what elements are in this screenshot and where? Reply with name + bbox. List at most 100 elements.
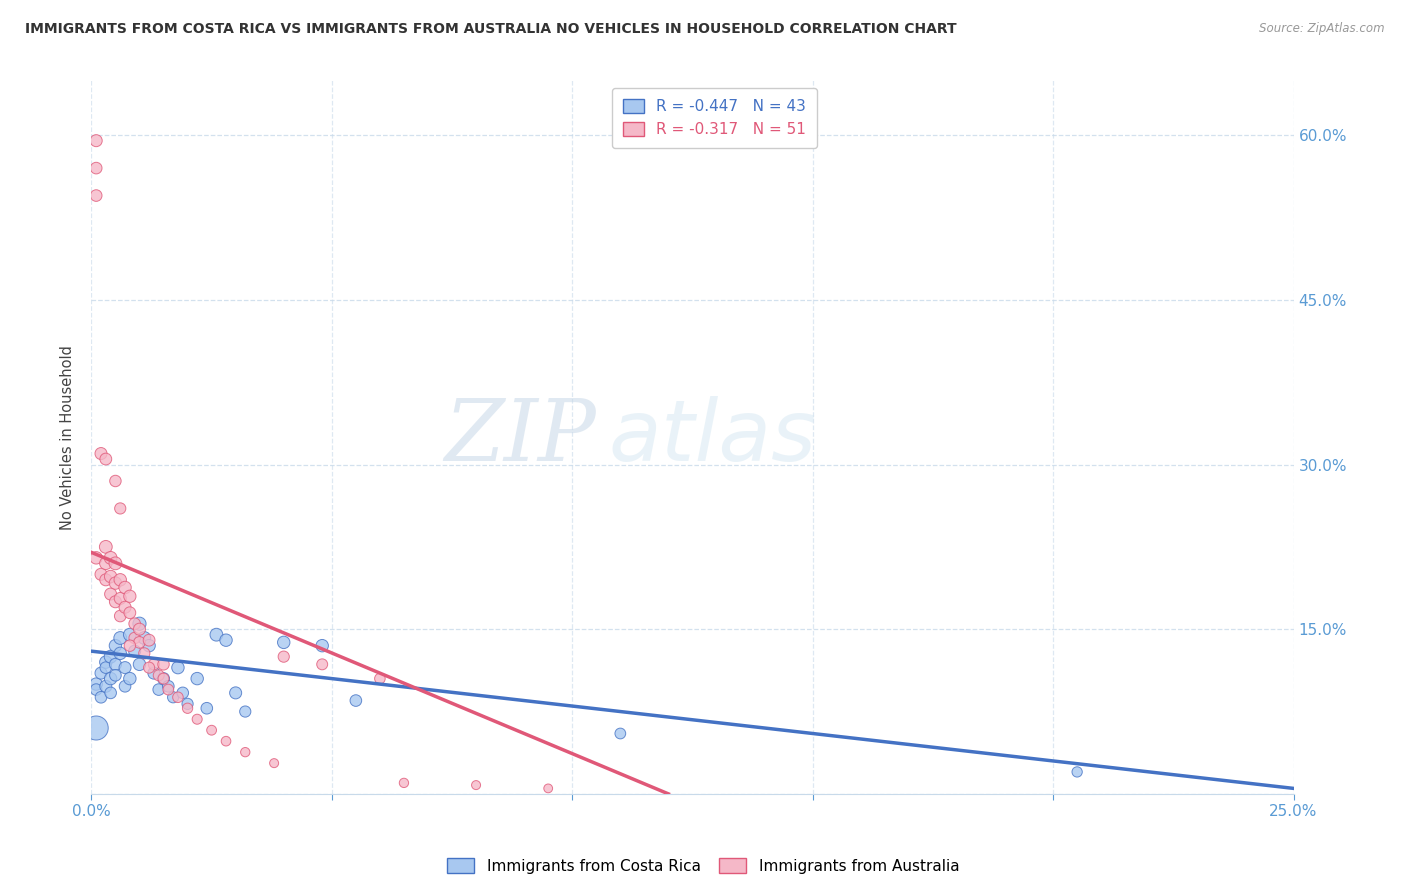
Point	[273, 635, 295, 649]
Point	[110, 631, 132, 645]
Point	[195, 701, 218, 715]
Point	[110, 591, 132, 606]
Point	[90, 567, 112, 582]
Point	[134, 646, 156, 660]
Point	[311, 657, 333, 672]
Point	[273, 649, 295, 664]
Point	[128, 635, 150, 649]
Point	[176, 697, 198, 711]
Text: IMMIGRANTS FROM COSTA RICA VS IMMIGRANTS FROM AUSTRALIA NO VEHICLES IN HOUSEHOLD: IMMIGRANTS FROM COSTA RICA VS IMMIGRANTS…	[25, 22, 957, 37]
Point	[94, 540, 117, 554]
Point	[114, 581, 136, 595]
Point	[104, 576, 127, 591]
Point	[84, 188, 107, 202]
Point	[215, 734, 238, 748]
Point	[94, 655, 117, 669]
Point	[100, 649, 122, 664]
Point	[114, 600, 136, 615]
Point	[84, 682, 107, 697]
Point	[94, 452, 117, 467]
Point	[118, 639, 141, 653]
Point	[148, 668, 170, 682]
Point	[84, 134, 107, 148]
Y-axis label: No Vehicles in Household: No Vehicles in Household	[60, 344, 76, 530]
Point	[90, 666, 112, 681]
Point	[94, 557, 117, 571]
Point	[186, 672, 208, 686]
Point	[124, 631, 146, 645]
Point	[110, 646, 132, 660]
Point	[84, 161, 107, 175]
Point	[90, 446, 112, 460]
Point	[118, 628, 141, 642]
Point	[465, 778, 488, 792]
Point	[152, 672, 174, 686]
Point	[128, 657, 150, 672]
Point	[176, 701, 198, 715]
Point	[94, 679, 117, 693]
Text: atlas: atlas	[609, 395, 817, 479]
Legend: Immigrants from Costa Rica, Immigrants from Australia: Immigrants from Costa Rica, Immigrants f…	[440, 852, 966, 880]
Point	[128, 622, 150, 636]
Point	[104, 474, 127, 488]
Point	[162, 690, 184, 705]
Point	[90, 690, 112, 705]
Point	[100, 550, 122, 565]
Point	[609, 726, 631, 740]
Point	[157, 682, 180, 697]
Point	[118, 606, 141, 620]
Point	[142, 666, 165, 681]
Point	[138, 660, 160, 674]
Point	[152, 657, 174, 672]
Legend: R = -0.447   N = 43, R = -0.317   N = 51: R = -0.447 N = 43, R = -0.317 N = 51	[612, 88, 817, 148]
Point	[100, 686, 122, 700]
Point	[148, 682, 170, 697]
Point	[84, 721, 107, 735]
Point	[104, 668, 127, 682]
Point	[100, 569, 122, 583]
Point	[124, 616, 146, 631]
Point	[118, 589, 141, 603]
Point	[110, 609, 132, 624]
Point	[263, 756, 285, 771]
Point	[94, 660, 117, 674]
Point	[172, 686, 194, 700]
Point	[114, 679, 136, 693]
Point	[84, 550, 107, 565]
Point	[118, 672, 141, 686]
Point	[138, 633, 160, 648]
Point	[344, 693, 367, 707]
Point	[94, 573, 117, 587]
Point	[114, 660, 136, 674]
Point	[100, 587, 122, 601]
Point	[110, 501, 132, 516]
Point	[134, 631, 156, 645]
Point	[104, 639, 127, 653]
Point	[142, 657, 165, 672]
Text: Source: ZipAtlas.com: Source: ZipAtlas.com	[1260, 22, 1385, 36]
Point	[233, 745, 256, 759]
Point	[104, 595, 127, 609]
Point	[205, 628, 228, 642]
Point	[311, 639, 333, 653]
Point	[201, 723, 224, 738]
Point	[152, 672, 174, 686]
Point	[100, 672, 122, 686]
Text: ZIP: ZIP	[444, 396, 596, 478]
Point	[392, 776, 415, 790]
Point	[84, 677, 107, 691]
Point	[215, 633, 238, 648]
Point	[128, 616, 150, 631]
Point	[233, 705, 256, 719]
Point	[1066, 764, 1088, 779]
Point	[368, 672, 391, 686]
Point	[110, 573, 132, 587]
Point	[167, 690, 190, 705]
Point	[157, 679, 180, 693]
Point	[124, 644, 146, 658]
Point	[167, 660, 190, 674]
Point	[186, 712, 208, 726]
Point	[104, 557, 127, 571]
Point	[225, 686, 247, 700]
Point	[138, 639, 160, 653]
